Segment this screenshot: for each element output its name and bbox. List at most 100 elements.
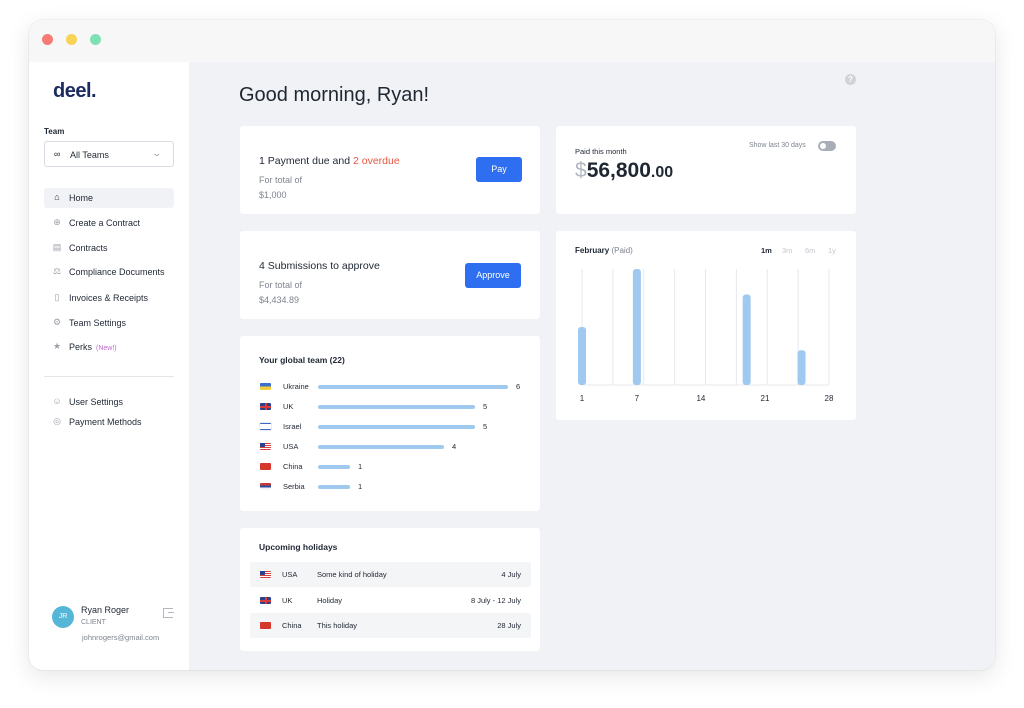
amount-cents: .00 xyxy=(650,164,674,181)
team-count: 1 xyxy=(358,482,363,491)
sidebar-item-label: Invoices & Receipts xyxy=(69,293,149,303)
team-count-bar xyxy=(318,445,444,449)
document-icon: ▤ xyxy=(52,242,62,252)
usa-flag-icon xyxy=(260,571,271,578)
chart-month: February xyxy=(575,246,610,255)
toggle-knob xyxy=(820,143,826,149)
infinity-icon: ∞ xyxy=(54,149,61,159)
deel-logo[interactable]: deel. xyxy=(53,80,97,102)
team-count-bar xyxy=(318,465,350,469)
payment-amount: $1,000 xyxy=(259,190,287,200)
paid-label: Paid this month xyxy=(575,147,627,156)
global-team-title: Your global team (22) xyxy=(259,355,345,365)
sidebar-item-label: User Settings xyxy=(69,397,124,407)
payment-due-title: 1 Payment due and 2 overdue xyxy=(259,155,400,167)
pay-button[interactable]: Pay xyxy=(476,157,522,182)
chart-title: February (Paid) xyxy=(575,246,633,255)
sidebar-item-label: Contracts xyxy=(69,243,108,253)
sidebar-item-team-settings[interactable]: ⚙ Team Settings xyxy=(44,313,174,333)
sidebar-item-invoices-receipts[interactable]: ▯ Invoices & Receipts xyxy=(44,288,174,308)
x-tick-label: 1 xyxy=(580,394,585,403)
israel-flag-icon xyxy=(260,423,271,430)
paid-amount: $56,800.00 xyxy=(575,159,673,183)
range-tab-1m[interactable]: 1m xyxy=(761,246,772,255)
country-label: Serbia xyxy=(283,482,305,491)
paid-chart-card: February (Paid) 1m 3m 6m 1y 1 7 14 21 28 xyxy=(556,231,856,420)
gear-icon: ⚙ xyxy=(52,317,62,327)
range-tab-6m[interactable]: 6m xyxy=(805,246,816,255)
x-tick-label: 7 xyxy=(635,394,640,403)
sidebar-item-create-contract[interactable]: ⊕ Create a Contract xyxy=(44,213,174,233)
approve-button[interactable]: Approve xyxy=(465,263,521,288)
holiday-row: USA Some kind of holiday 4 July xyxy=(250,562,531,587)
paid-bar-chart: 1 7 14 21 28 xyxy=(578,269,834,403)
team-count: 5 xyxy=(483,402,488,411)
holiday-date: 8 July - 12 July xyxy=(470,596,521,605)
team-label: Team xyxy=(44,127,65,136)
title-bar xyxy=(29,20,995,62)
range-tab-3m[interactable]: 3m xyxy=(782,246,793,255)
holiday-name: Some kind of holiday xyxy=(317,570,387,579)
range-tab-1y[interactable]: 1y xyxy=(828,246,836,255)
x-tick-label: 14 xyxy=(696,394,705,403)
sidebar-item-home[interactable]: ⌂ Home xyxy=(44,188,174,208)
sidebar-item-label: Compliance Documents xyxy=(69,267,165,277)
sidebar-item-compliance-documents[interactable]: ⚖ Compliance Documents xyxy=(44,262,174,282)
overdue-link[interactable]: 2 overdue xyxy=(352,155,400,167)
team-count-bar xyxy=(318,485,350,489)
sidebar-item-payment-methods[interactable]: ◎ Payment Methods xyxy=(44,412,174,432)
upcoming-holidays-card: Upcoming holidays USA Some kind of holid… xyxy=(240,528,540,651)
chart-bar[interactable] xyxy=(632,269,641,385)
chart-bar[interactable] xyxy=(797,350,806,385)
sidebar-item-label: Payment Methods xyxy=(69,417,142,427)
chart-bar[interactable] xyxy=(742,294,751,385)
country-label: UK xyxy=(283,402,294,411)
country-label: China xyxy=(283,462,303,471)
ukraine-flag-icon xyxy=(260,383,271,390)
x-tick-label: 28 xyxy=(825,394,834,403)
team-count: 4 xyxy=(452,442,457,451)
team-select[interactable]: ∞ All Teams ⌄ xyxy=(44,141,174,167)
sidebar-item-user-settings[interactable]: ☺ User Settings xyxy=(44,392,174,412)
show-last-30-days-toggle[interactable] xyxy=(818,141,836,151)
amount-whole: 56,800 xyxy=(586,159,651,182)
minimize-window-button[interactable] xyxy=(66,34,77,45)
holidays-title: Upcoming holidays xyxy=(259,542,338,552)
invoice-icon: ▯ xyxy=(54,292,60,302)
chevron-down-icon: ⌄ xyxy=(151,148,163,158)
holiday-country: USA xyxy=(282,570,298,579)
help-icon[interactable]: ? xyxy=(845,74,856,85)
sidebar-item-label: Perks (New!) xyxy=(69,342,117,352)
serbia-flag-icon xyxy=(260,483,271,490)
compliance-icon: ⚖ xyxy=(52,266,62,276)
sidebar: deel. Team ∞ All Teams ⌄ ⌂ Home ⊕ Create… xyxy=(29,62,189,670)
uk-flag-icon xyxy=(260,403,271,410)
team-count: 6 xyxy=(516,382,521,391)
team-select-value: All Teams xyxy=(70,150,109,160)
avatar[interactable]: JR xyxy=(52,606,74,628)
page-title: Good morning, Ryan! xyxy=(239,84,430,106)
team-count-bar xyxy=(318,385,508,389)
holiday-country: UK xyxy=(282,596,293,605)
close-window-button[interactable] xyxy=(42,34,53,45)
team-count-bar xyxy=(318,405,475,409)
country-label: USA xyxy=(283,442,299,451)
home-icon: ⌂ xyxy=(54,192,60,202)
sidebar-item-label: Create a Contract xyxy=(69,218,141,228)
paid-this-month-card: Paid this month Show last 30 days $56,80… xyxy=(556,126,856,214)
country-label: Ukraine xyxy=(283,382,309,391)
sidebar-item-contracts[interactable]: ▤ Contracts xyxy=(44,238,174,258)
maximize-window-button[interactable] xyxy=(90,34,101,45)
user-icon: ☺ xyxy=(52,396,62,406)
usa-flag-icon xyxy=(260,443,271,450)
show-last-30-days-label: Show last 30 days xyxy=(749,142,806,149)
china-flag-icon xyxy=(260,463,271,470)
chart-bar[interactable] xyxy=(578,327,586,385)
logout-icon[interactable] xyxy=(163,608,174,618)
sidebar-item-perks[interactable]: ★ Perks (New!) xyxy=(44,337,174,357)
submissions-card: 4 Submissions to approve For total of $4… xyxy=(240,231,540,319)
perks-label: Perks xyxy=(69,342,93,352)
uk-flag-icon xyxy=(260,597,271,604)
sidebar-item-label: Team Settings xyxy=(69,318,127,328)
user-email: johnrogers@gmail.com xyxy=(82,633,160,642)
